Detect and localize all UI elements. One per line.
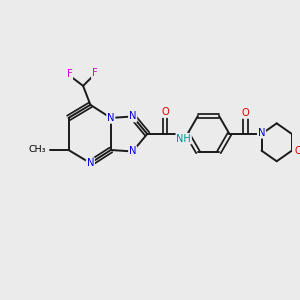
Text: N: N (129, 146, 136, 157)
Text: O: O (161, 107, 169, 117)
Text: N: N (87, 158, 94, 168)
Text: N: N (107, 113, 115, 123)
Text: N: N (129, 112, 136, 122)
Text: F: F (67, 69, 72, 79)
Text: CH₃: CH₃ (28, 146, 46, 154)
Text: F: F (92, 68, 98, 78)
Text: N: N (258, 128, 265, 138)
Text: O: O (294, 146, 300, 156)
Text: NH: NH (176, 134, 191, 144)
Text: O: O (242, 108, 249, 118)
